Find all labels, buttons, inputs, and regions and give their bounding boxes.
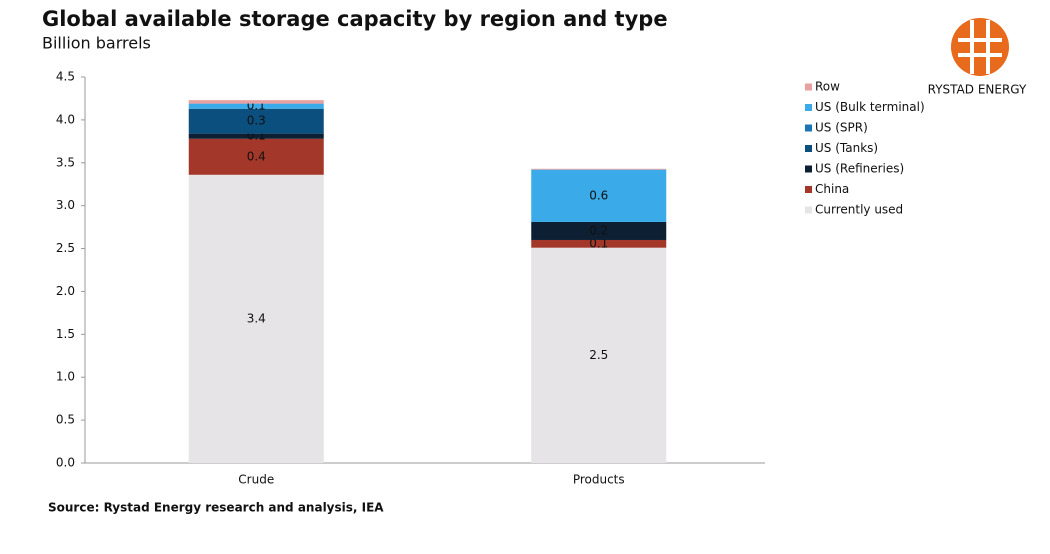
y-tick-label: 2.5 — [56, 241, 75, 255]
chart-subtitle: Billion barrels — [42, 34, 151, 53]
legend-swatch — [805, 145, 812, 152]
bar-segment — [531, 169, 667, 222]
y-tick-label: 0.5 — [56, 413, 75, 427]
legend-swatch — [805, 206, 812, 214]
y-tick-label: 4.0 — [56, 112, 75, 126]
value-label: 0.4 — [247, 149, 266, 163]
bar-segment — [531, 168, 667, 170]
y-tick-label: 2.0 — [56, 284, 75, 298]
legend-label: US (SPR) — [815, 121, 868, 135]
bar-segment — [188, 103, 324, 109]
y-tick-label: 1.5 — [56, 327, 75, 341]
y-tick-label: 3.0 — [56, 198, 75, 212]
legend-swatch — [805, 83, 812, 91]
legend-swatch — [805, 186, 812, 193]
source-note: Source: Rystad Energy research and analy… — [48, 501, 384, 515]
value-label: 3.4 — [247, 311, 266, 325]
legend-label: Currently used — [815, 203, 903, 217]
bar-segment — [188, 174, 324, 463]
logo: RYSTAD ENERGY — [928, 18, 1027, 97]
legend-swatch — [805, 165, 812, 173]
bar-segment — [188, 108, 324, 134]
y-tick-label: 4.5 — [56, 70, 75, 84]
chart-title: Global available storage capacity by reg… — [42, 7, 668, 31]
y-tick-label: 3.5 — [56, 155, 75, 169]
value-label: 2.5 — [589, 348, 608, 362]
bar-segment — [531, 247, 667, 463]
x-tick-label: Crude — [238, 473, 274, 487]
bar-segment — [531, 239, 667, 248]
value-label: 0.2 — [589, 223, 608, 237]
x-tick-label: Products — [573, 473, 625, 487]
legend-label: US (Refineries) — [815, 162, 904, 176]
logo-globe — [951, 18, 1009, 76]
bar-segment — [188, 100, 324, 104]
value-label: 0.6 — [589, 188, 608, 202]
logo-grid — [958, 20, 1002, 74]
bar-segment — [188, 138, 324, 175]
bar-segment — [531, 221, 667, 240]
bar-segment — [188, 133, 324, 139]
value-label: 0.3 — [247, 114, 266, 128]
y-tick-label: 1.0 — [56, 370, 75, 384]
legend-label: Row — [815, 80, 840, 94]
y-tick-label: 0.0 — [56, 456, 75, 470]
logo-text: RYSTAD ENERGY — [928, 83, 1027, 97]
legend-label: China — [815, 182, 849, 196]
legend-swatch — [805, 124, 812, 132]
legend-label: US (Tanks) — [815, 141, 878, 155]
legend-swatch — [805, 104, 812, 111]
legend-label: US (Bulk terminal) — [815, 100, 925, 114]
